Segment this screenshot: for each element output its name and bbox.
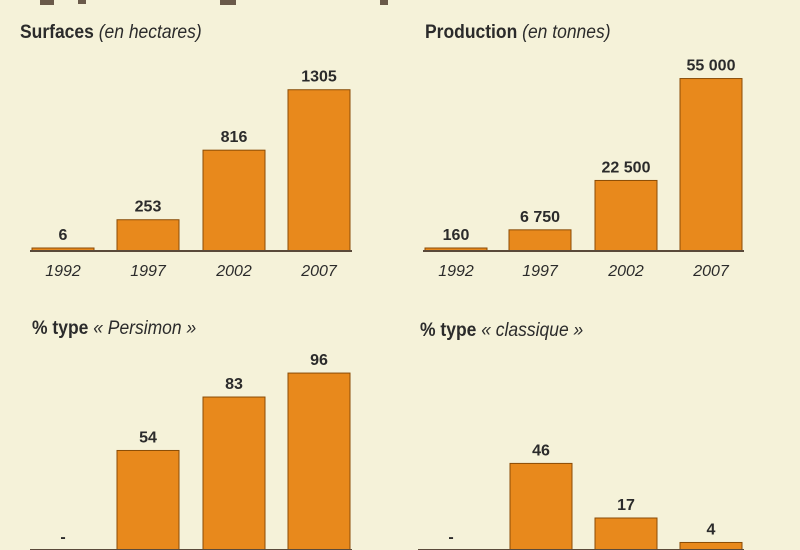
bar-2002 (594, 517, 658, 550)
chart-svg: 160 1992 6 750 1997 22 500 2002 55 000 2007 (423, 58, 744, 280)
value-label: 816 (221, 129, 248, 146)
chart-title: % type « classique » (420, 320, 583, 342)
value-label: 17 (617, 497, 635, 514)
bar-1997 (116, 449, 180, 550)
category-label: 1992 (45, 263, 81, 280)
bar-2002 (594, 179, 658, 252)
chart-title-sub: (en hectares) (98, 22, 202, 43)
chart-title: % type « Persimon » (32, 318, 196, 340)
bar-1997 (116, 219, 180, 252)
value-label: 6 750 (520, 209, 560, 226)
bar-2007 (287, 372, 351, 550)
top-strip (0, 0, 800, 8)
chart-title: Surfaces (en hectares) (20, 22, 202, 44)
bar-2002 (202, 396, 266, 550)
value-label: 4 (707, 521, 716, 538)
category-label: 2007 (300, 263, 338, 280)
chart-title-sub: (en tonnes) (522, 22, 611, 43)
category-label: 2002 (215, 263, 252, 280)
value-label: 83 (225, 376, 243, 393)
category-label: 1997 (130, 263, 167, 280)
bar-2007 (287, 89, 351, 252)
value-label: 96 (310, 352, 328, 369)
chart-title-sub: « classique » (481, 320, 584, 341)
bar-2002 (202, 149, 266, 252)
value-label: 54 (139, 429, 157, 446)
category-label: 1992 (438, 263, 474, 280)
bar-2007 (679, 541, 743, 550)
category-label: 2002 (607, 263, 644, 280)
bar-2007 (679, 78, 743, 252)
category-label: 1997 (522, 263, 559, 280)
chart-title: Production (en tonnes) (425, 22, 611, 44)
value-label: 160 (443, 227, 470, 244)
value-label: 6 (59, 227, 68, 244)
chart-surfaces: Surfaces (en hectares) 6 1992 253 1997 816 20… (20, 22, 360, 292)
chart-title-main: Production (425, 22, 518, 43)
category-label: 2007 (692, 263, 730, 280)
chart-type-persimon: % type « Persimon » - 54 83 96 (30, 318, 372, 550)
chart-title-sub: « Persimon » (93, 318, 197, 339)
chart-svg: 6 1992 253 1997 816 2002 1305 2007 (30, 69, 352, 280)
chart-title-main: % type (32, 318, 89, 339)
value-label: 55 000 (687, 58, 736, 75)
value-label: - (448, 529, 453, 546)
chart-svg: - 46 17 4 (418, 442, 744, 550)
value-label: - (60, 529, 65, 546)
chart-title-main: Surfaces (20, 22, 94, 43)
value-label: 46 (532, 442, 550, 459)
chart-svg: - 54 83 96 (30, 352, 352, 550)
value-label: 1305 (301, 69, 337, 86)
value-label: 22 500 (602, 159, 651, 176)
value-label: 253 (135, 199, 162, 216)
bar-1997 (509, 462, 573, 550)
chart-title-main: % type (420, 320, 477, 341)
chart-production: Production (en tonnes) 160 1992 6 750 1997 2… (423, 22, 765, 292)
bar-1997 (508, 229, 572, 252)
chart-type-classique: % type « classique » - 46 17 4 (418, 320, 760, 550)
